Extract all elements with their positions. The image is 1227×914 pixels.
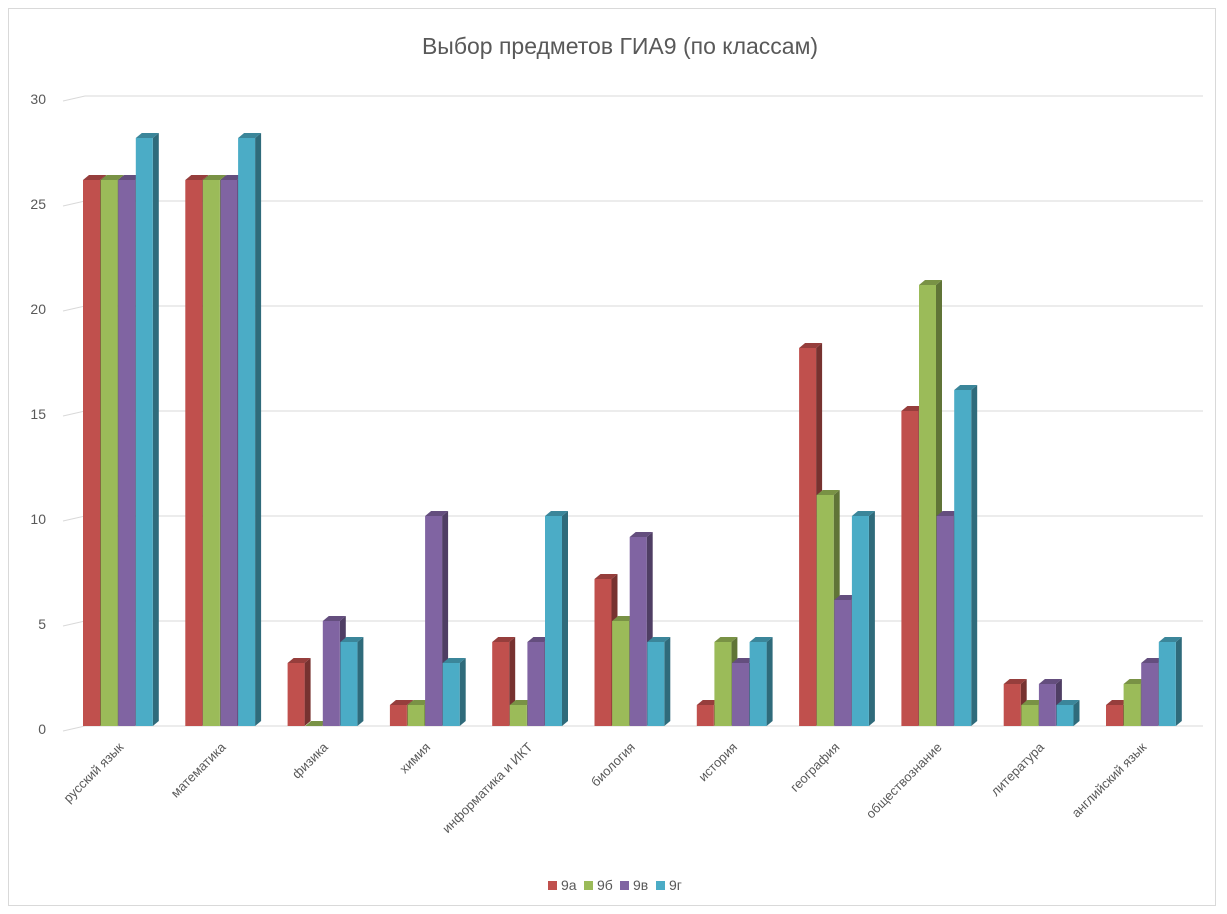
bar [749,637,773,726]
legend-swatch [584,881,593,890]
category-group [1003,679,1080,726]
bar [238,133,262,726]
bar [135,133,159,726]
x-category-label: история [695,740,740,785]
y-tick-label: 20 [30,301,46,317]
bar [954,385,978,726]
legend-item: 9а [548,877,577,893]
plot-area [83,133,1182,726]
x-category-label: биология [588,740,638,790]
y-tick-label: 0 [38,721,46,737]
legend-swatch [548,881,557,890]
category-group [492,511,568,726]
y-tick-label: 10 [30,511,46,527]
legend-label: 9г [669,877,682,893]
bar [287,658,311,726]
category-group [901,280,978,726]
legend-item: 9б [584,877,613,893]
category-group [594,532,671,726]
x-category-label: информатика и ИКТ [439,739,535,835]
y-tick-label: 15 [30,406,46,422]
bar [1158,637,1182,726]
x-category-label: математика [168,739,230,801]
bar [851,511,875,726]
category-group [287,616,364,726]
bar [305,721,329,726]
y-tick-label: 5 [38,616,46,632]
legend-swatch [620,881,629,890]
bar [442,658,466,726]
y-tick-label: 30 [30,91,46,107]
category-group [1106,637,1182,726]
x-category-label: русский язык [60,739,126,805]
legend: 9а 9б 9в 9г [548,877,682,893]
category-group [83,133,159,726]
legend-swatch [656,881,665,890]
y-axis: 0 5 10 15 20 25 30 [30,91,46,737]
legend-label: 9а [561,877,577,893]
y-tick-label: 25 [30,196,46,212]
gridline [62,725,1203,732]
chart-title: Выбор предметов ГИА9 (по классам) [422,33,818,59]
x-category-label: физика [289,739,332,782]
legend-label: 9в [633,877,648,893]
bar [340,637,364,726]
x-category-label: география [787,740,842,795]
legend-label: 9б [597,877,613,893]
bar [1056,700,1080,726]
category-group [696,637,773,726]
category-group [799,343,875,726]
bar [492,637,516,726]
category-group [389,511,466,726]
x-axis: русский язык математика физика химия информа… [60,739,1149,836]
x-category-label: литература [988,739,1048,799]
gridline [62,95,1203,102]
category-group [185,133,262,726]
bar [545,511,568,726]
legend-item: 9в [620,877,648,893]
x-category-label: английский язык [1068,739,1149,820]
x-category-label: обществознание [863,740,945,822]
x-category-label: химия [396,740,433,777]
legend-item: 9г [656,877,682,893]
bar [647,637,671,726]
